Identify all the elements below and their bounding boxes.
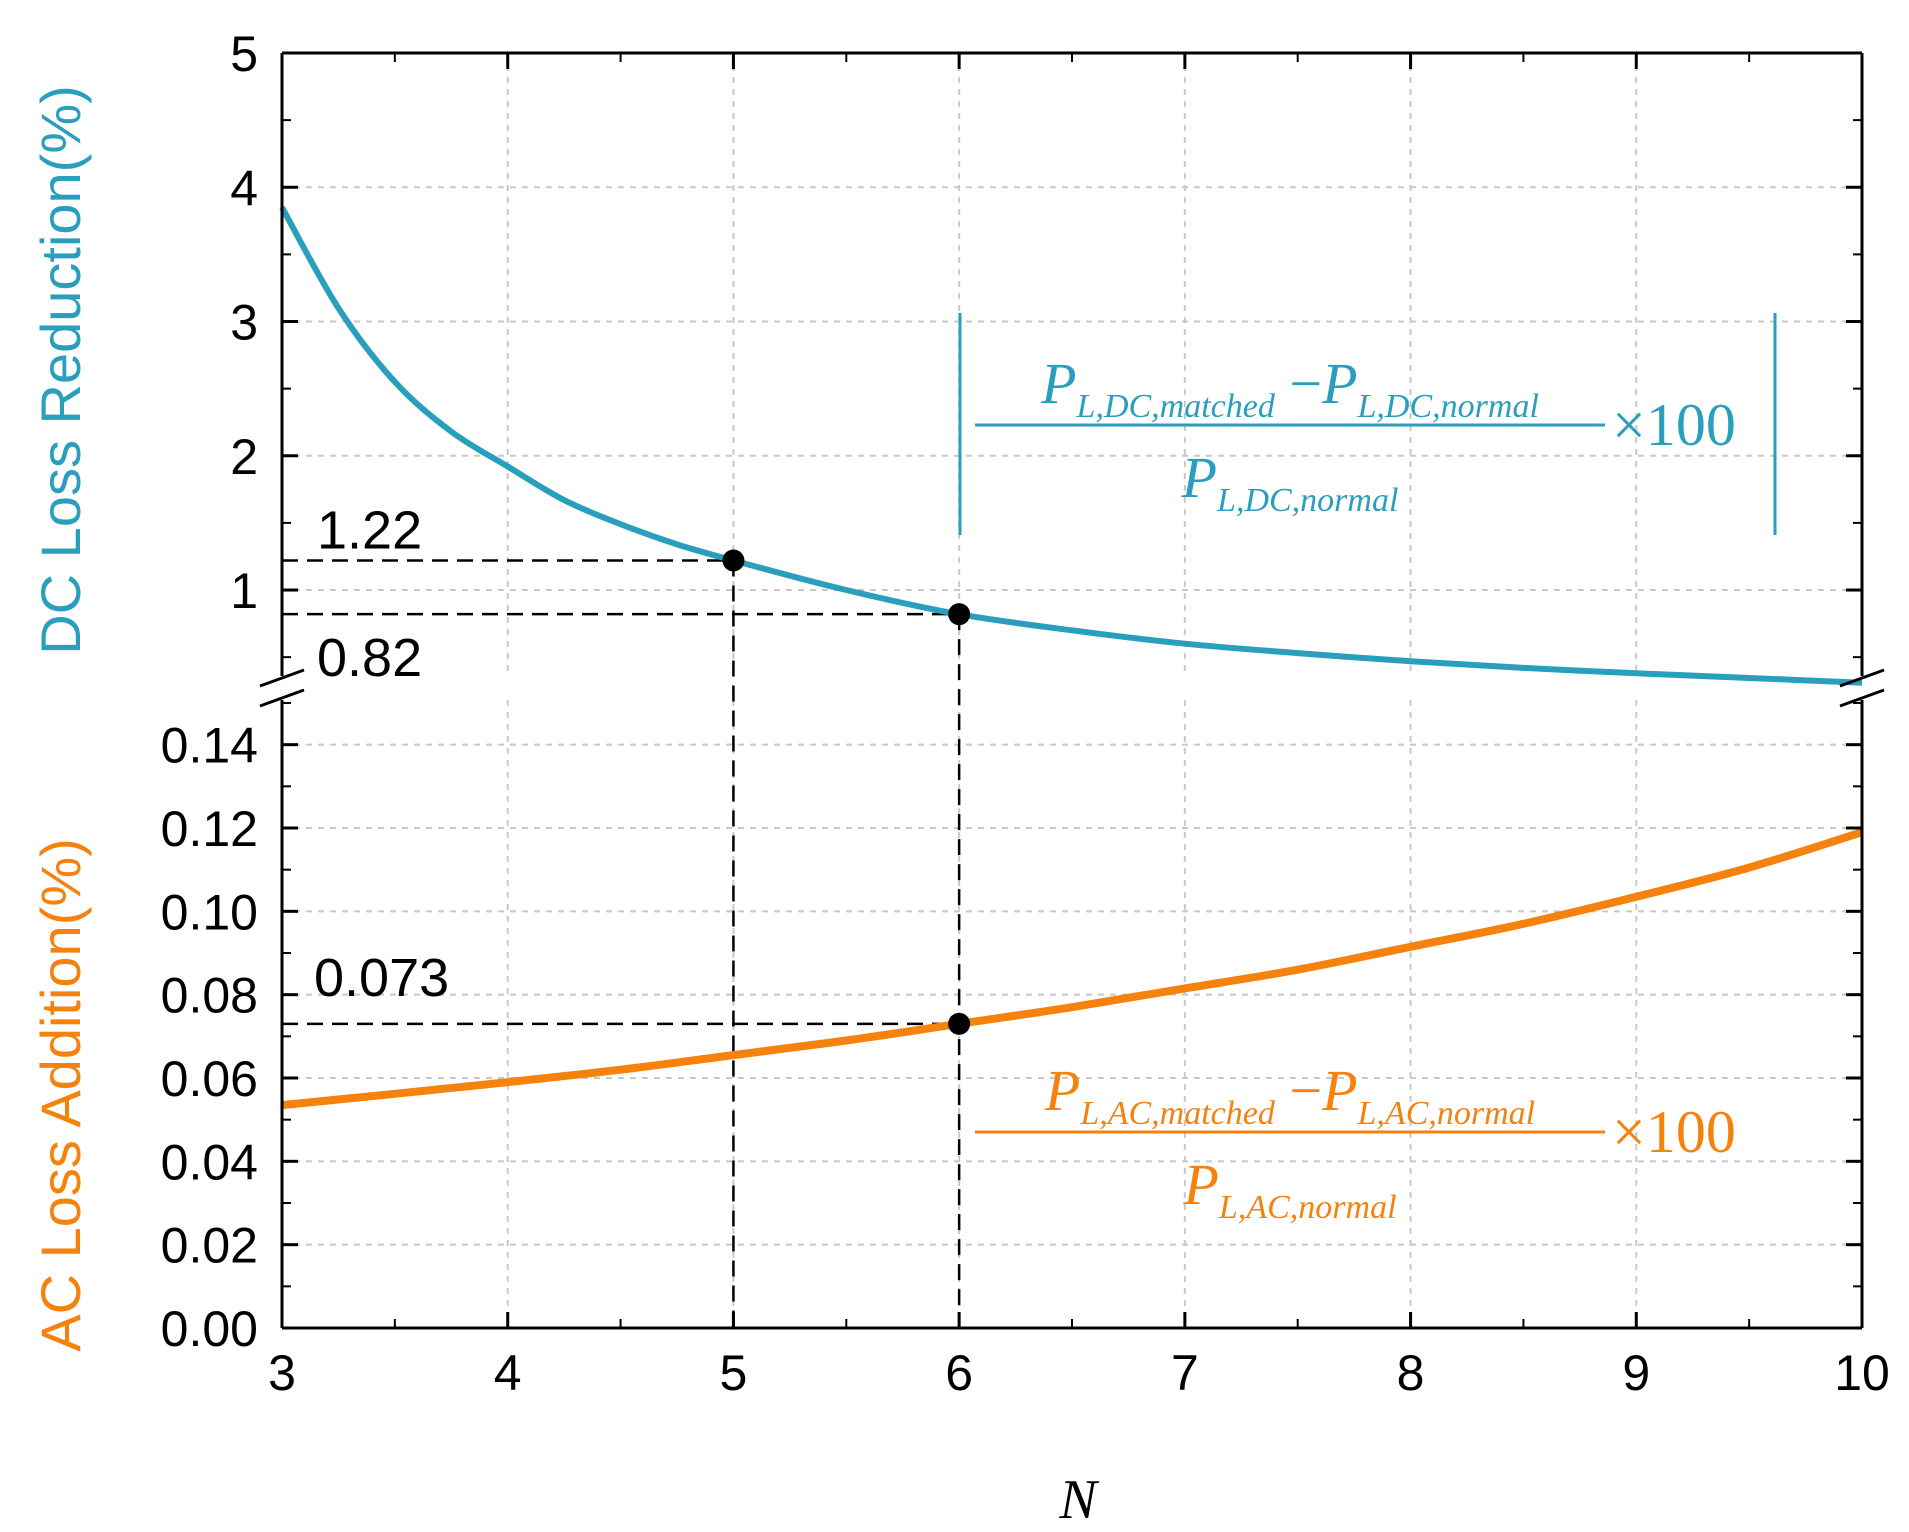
dc-annotation: 1.22	[317, 500, 422, 560]
ac-y-tick-label: 0.14	[161, 718, 258, 774]
guide-lines	[282, 559, 961, 1328]
dc-y-tick-label: 1	[230, 563, 258, 619]
dc-formula-denominator: PL,DC,normal	[1181, 445, 1399, 519]
dc-y-tick-label: 3	[230, 295, 258, 351]
x-tick-label: 6	[945, 1345, 973, 1401]
ac-formula-times: ×100	[1612, 1099, 1736, 1165]
dc-y-tick-label: 5	[230, 26, 258, 82]
ac-axis-title: AC Loss Addition(%)	[29, 838, 92, 1352]
x-tick-label: 7	[1171, 1345, 1199, 1401]
ac-y-tick-label: 0.08	[161, 968, 258, 1024]
ac-y-tick-label: 0.02	[161, 1218, 258, 1274]
ac-y-tick-label: 0.12	[161, 801, 258, 857]
x-tick-label: 3	[268, 1345, 296, 1401]
dc-y-tick-label: 2	[230, 429, 258, 485]
series-dc-line	[279, 205, 1863, 686]
dc-formula-times: ×100	[1612, 392, 1736, 458]
dc-annotation: 0.82	[317, 628, 422, 688]
ac-y-tick-label: 0.00	[161, 1301, 258, 1357]
x-axis-title: N	[1058, 1469, 1099, 1531]
tick-marks	[280, 51, 1864, 1330]
dc-axis-title: DC Loss Reduction(%)	[29, 85, 92, 655]
dc-marker	[948, 603, 971, 626]
ac-y-tick-label: 0.10	[161, 884, 258, 940]
x-tick-label: 4	[494, 1345, 522, 1401]
ac-y-tick-label: 0.06	[161, 1051, 258, 1107]
axis-break-mark	[259, 668, 305, 688]
dc-formula-numerator: PL,DC,matched −PL,DC,normal	[1040, 351, 1539, 425]
axis-break-mark	[1839, 688, 1885, 708]
x-tick-label: 8	[1397, 1345, 1425, 1401]
ac-marker	[948, 1012, 971, 1035]
axis-break-mark	[1839, 668, 1885, 688]
ac-formula: PL,AC,matched −PL,AC,normal PL,AC,normal ×…	[975, 1058, 1736, 1226]
dc-y-tick-label: 4	[230, 160, 258, 216]
x-tick-label: 5	[720, 1345, 748, 1401]
tick-labels: 3 4 5 6 7 8 9 10 1 2 3 4 5 0.00 0.02 0.04 0.06 0.08 0.10 0.…	[161, 26, 1890, 1401]
ac-y-tick-label: 0.04	[161, 1134, 258, 1190]
dc-marker	[722, 549, 745, 572]
markers	[722, 549, 971, 1035]
ac-annotation: 0.073	[314, 948, 449, 1008]
x-tick-label: 9	[1622, 1345, 1650, 1401]
axis-break-mark	[259, 688, 305, 708]
annotations: 1.22 0.82 0.073	[314, 500, 449, 1007]
formulas: PL,DC,matched −PL,DC,normal PL,DC,normal ×…	[958, 313, 1777, 1226]
series-ac-line	[281, 828, 1864, 1110]
dc-formula: PL,DC,matched −PL,DC,normal PL,DC,normal ×…	[958, 313, 1777, 535]
ac-formula-numerator: PL,AC,matched −PL,AC,normal	[1044, 1058, 1535, 1132]
ac-formula-denominator: PL,AC,normal	[1182, 1152, 1396, 1226]
x-tick-label: 10	[1834, 1345, 1890, 1401]
